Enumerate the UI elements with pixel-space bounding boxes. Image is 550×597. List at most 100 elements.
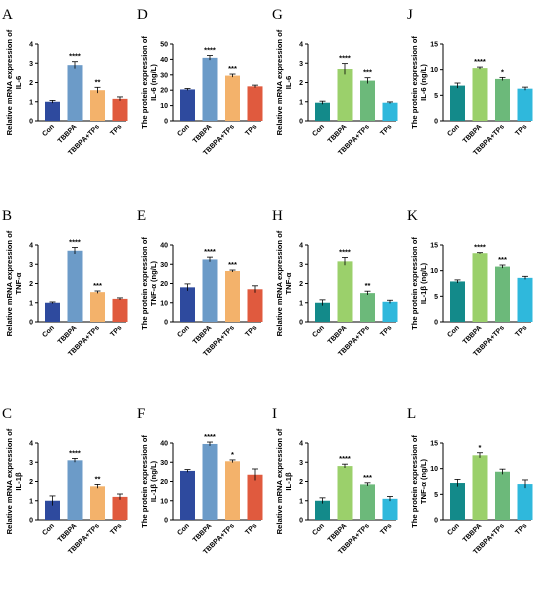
- y-tick-label-g: 4: [299, 42, 303, 49]
- bar-b-tps: [112, 298, 128, 322]
- significance-mark-f: *: [231, 450, 234, 459]
- bar-a-tbbpa: [67, 65, 83, 121]
- y-axis-title-j: The protein expression ofIL-6 (ng/L): [410, 36, 428, 129]
- y-axis-title-line: IL-1β (ng/L): [149, 460, 158, 502]
- y-tick-label-l: 5: [434, 492, 438, 499]
- y-tick-label-k: 10: [430, 268, 438, 275]
- bar-g-tbbpa-tps: [360, 80, 375, 121]
- panel-label-j: J: [407, 7, 413, 23]
- y-axis-title-a: Relative mRNA expression ofIL-6: [5, 29, 23, 135]
- category-label-k: TPs: [514, 324, 528, 338]
- bar-f-tps: [247, 474, 263, 520]
- y-tick-label-i: 3: [299, 460, 303, 467]
- category-label-i: TBBPA: [327, 522, 349, 544]
- panel-a: A Relative mRNA expression ofIL-6 0 1 2 3 4 Con…: [2, 7, 128, 157]
- significance-mark-g: ****: [339, 54, 351, 63]
- y-tick-label-h: 3: [299, 262, 303, 269]
- significance-mark-a: **: [95, 77, 101, 86]
- significance-mark-g: ***: [363, 68, 372, 77]
- y-tick-label-c: 1: [29, 498, 33, 505]
- category-label-l: TBBPA: [462, 522, 484, 544]
- panel-d: D The protein expression ofIL-6 (ng/L) 0 10…: [137, 7, 263, 157]
- panel-label-e: E: [137, 208, 146, 224]
- y-tick-label-i: 1: [299, 498, 303, 505]
- significance-mark-j: ****: [474, 57, 486, 66]
- y-tick-label-j: 5: [434, 93, 438, 100]
- y-tick-label-b: 3: [29, 262, 33, 269]
- bar-b-con: [45, 302, 60, 322]
- category-label-a: TPs: [109, 123, 123, 137]
- y-axis-title-f: The protein expression ofIL-1β (ng/L): [140, 435, 158, 528]
- y-axis-title-line: Relative mRNA expression of: [5, 428, 14, 534]
- y-tick-label-c: 2: [29, 479, 33, 486]
- y-tick-label-k: 15: [430, 243, 438, 250]
- panel-label-f: F: [137, 406, 145, 422]
- significance-mark-e: ****: [204, 247, 216, 256]
- significance-mark-h: ****: [339, 248, 351, 257]
- y-tick-label-d: 10: [160, 103, 168, 110]
- panel-label-l: L: [407, 406, 416, 422]
- significance-mark-i: ***: [363, 473, 372, 482]
- y-axis-title-line: The protein expression of: [410, 237, 419, 330]
- category-label-f: Con: [176, 522, 191, 537]
- bar-e-tbbpa: [202, 259, 218, 322]
- category-label-l: Con: [446, 522, 461, 537]
- significance-mark-k: ****: [474, 243, 486, 252]
- y-axis-title-d: The protein expression ofIL-6 (ng/L): [140, 36, 158, 129]
- bar-h-tbbpa: [337, 261, 353, 322]
- significance-mark-e: ***: [228, 260, 237, 269]
- y-axis-title-e: The protein expression ofTNF-α (ng/L): [140, 237, 158, 330]
- y-tick-label-a: 1: [29, 99, 33, 106]
- y-axis-title-line: IL-6 (ng/L): [419, 64, 428, 101]
- bar-i-tps: [382, 498, 398, 520]
- y-tick-label-c: 0: [29, 518, 33, 525]
- significance-mark-b: ****: [69, 238, 81, 247]
- y-tick-label-f: 20: [160, 479, 168, 486]
- y-axis-title-line: The protein expression of: [140, 237, 149, 330]
- y-axis-title-line: TNF-α: [284, 272, 293, 294]
- bar-i-tbbpa-tps: [360, 484, 375, 520]
- y-axis-title-line: IL-1β (ng/L): [419, 262, 428, 304]
- category-label-g: TPs: [379, 123, 393, 137]
- panel-label-d: D: [137, 7, 148, 23]
- y-axis-title-line: TNF-α: [14, 272, 23, 294]
- category-label-j: TPs: [514, 123, 528, 137]
- y-tick-label-j: 0: [434, 119, 438, 126]
- y-axis-title-line: Relative mRNA expression of: [5, 29, 14, 135]
- y-axis-title-l: The protein expression ofTNF-α (ng/L): [410, 435, 428, 528]
- y-tick-label-l: 15: [430, 441, 438, 448]
- y-tick-label-g: 3: [299, 61, 303, 68]
- significance-mark-j: *: [501, 67, 504, 76]
- significance-mark-k: ***: [498, 255, 507, 264]
- significance-mark-h: **: [365, 281, 371, 290]
- bar-l-tps: [517, 484, 533, 520]
- bar-h-tps: [382, 301, 398, 322]
- category-label-l: TPs: [514, 522, 528, 536]
- y-axis-title-line: IL-6 (ng/L): [149, 64, 158, 101]
- category-label-j: TBBPA: [462, 123, 484, 145]
- bar-h-con: [315, 302, 330, 322]
- bar-c-con: [45, 500, 60, 520]
- bar-c-tbbpa: [67, 460, 83, 520]
- bar-b-tbbpa: [67, 250, 83, 322]
- y-axis-title-h: Relative mRNA expression ofTNF-α: [275, 230, 293, 336]
- bar-g-tps: [382, 102, 398, 121]
- bar-l-con: [450, 483, 465, 520]
- y-tick-label-a: 0: [29, 119, 33, 126]
- bar-e-con: [180, 287, 195, 322]
- y-tick-label-h: 4: [299, 243, 303, 250]
- panel-l: L The protein expression ofTNF-α (ng/L) 0 5…: [407, 406, 533, 556]
- y-tick-label-g: 2: [299, 80, 303, 87]
- bar-d-con: [180, 89, 195, 121]
- y-tick-label-j: 10: [430, 67, 438, 74]
- panel-label-h: H: [272, 208, 283, 224]
- significance-mark-l: *: [479, 443, 482, 452]
- y-axis-title-line: Relative mRNA expression of: [275, 29, 284, 135]
- panel-c: C Relative mRNA expression ofIL-1β 0 1 2 3 4 Co…: [2, 406, 128, 556]
- panel-label-g: G: [272, 7, 283, 23]
- panel-k: K The protein expression ofIL-1β (ng/L) 0 5…: [407, 208, 533, 358]
- y-axis-title-g: Relative mRNA expression ofIL-6: [275, 29, 293, 135]
- y-tick-label-l: 10: [430, 466, 438, 473]
- bar-f-tbbpa-tps: [225, 461, 240, 520]
- y-axis-title-line: Relative mRNA expression of: [275, 428, 284, 534]
